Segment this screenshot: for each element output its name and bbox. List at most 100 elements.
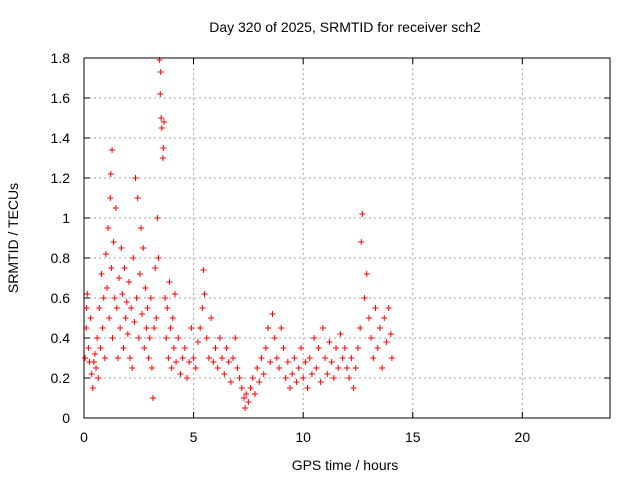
data-point-marker	[300, 375, 307, 381]
data-point-marker	[110, 239, 117, 245]
y-tick-label: 1.4	[51, 130, 71, 146]
data-point-marker	[167, 325, 174, 331]
data-point-marker	[387, 331, 394, 337]
data-point-marker	[287, 385, 294, 391]
data-point-marker	[162, 295, 169, 301]
data-point-marker	[214, 365, 221, 371]
data-point-marker	[160, 119, 167, 125]
axis-ticks	[83, 57, 610, 419]
data-point-marker	[302, 359, 309, 365]
data-point-marker	[240, 395, 247, 401]
data-point-marker	[326, 339, 333, 345]
data-point-marker	[256, 379, 263, 385]
data-point-marker	[177, 371, 184, 377]
y-tick-label: 0.2	[51, 370, 71, 386]
data-point-marker	[155, 255, 162, 261]
data-point-marker	[158, 125, 165, 131]
data-point-marker	[85, 345, 92, 351]
data-point-marker	[114, 355, 121, 361]
data-point-marker	[265, 325, 272, 331]
data-point-marker	[94, 335, 101, 341]
data-point-marker	[143, 325, 150, 331]
data-point-marker	[297, 345, 304, 351]
data-point-marker	[216, 335, 223, 341]
data-point-marker	[194, 339, 201, 345]
data-point-marker	[139, 311, 146, 317]
data-point-marker	[88, 371, 95, 377]
data-point-marker	[197, 325, 204, 331]
data-point-marker	[159, 155, 166, 161]
data-point-marker	[267, 359, 274, 365]
data-point-marker	[385, 305, 392, 311]
data-point-marker	[84, 291, 91, 297]
data-point-marker	[188, 325, 195, 331]
data-point-marker	[359, 211, 366, 217]
data-point-marker	[122, 315, 129, 321]
data-point-marker	[333, 345, 340, 351]
x-tick-labels: 0 5 10 15 20	[80, 429, 530, 445]
data-point-marker	[350, 385, 357, 391]
data-point-marker	[208, 315, 215, 321]
data-point-marker	[221, 371, 228, 377]
data-point-marker	[330, 375, 337, 381]
data-point-marker	[223, 345, 230, 351]
data-point-marker	[227, 379, 234, 385]
y-tick-label: 1.8	[51, 50, 71, 66]
data-point-marker	[262, 345, 269, 351]
data-point-marker	[170, 345, 177, 351]
data-point-marker	[154, 215, 161, 221]
data-point-marker	[125, 279, 132, 285]
x-tick-label: 15	[405, 429, 421, 445]
data-point-marker	[83, 305, 90, 311]
data-point-marker	[205, 355, 212, 361]
data-point-marker	[98, 271, 105, 277]
data-point-marker	[260, 371, 267, 377]
data-point-marker	[370, 355, 377, 361]
data-point-marker	[82, 355, 89, 361]
data-point-marker	[119, 291, 126, 297]
data-point-marker	[100, 295, 107, 301]
data-point-marker	[203, 335, 210, 341]
data-point-marker	[232, 335, 239, 341]
data-point-marker	[89, 385, 96, 391]
data-point-marker	[190, 355, 197, 361]
data-point-marker	[317, 379, 324, 385]
y-axis-label: SRMTID / TECUs	[5, 183, 21, 293]
data-point-marker	[365, 315, 372, 321]
data-point-marker	[249, 375, 256, 381]
data-point-marker	[238, 385, 245, 391]
y-tick-label: 0.4	[51, 330, 71, 346]
data-point-marker	[129, 365, 136, 371]
data-point-marker	[148, 365, 155, 371]
data-point-marker	[219, 355, 226, 361]
data-point-marker	[111, 295, 118, 301]
data-point-marker	[151, 325, 158, 331]
data-point-marker	[293, 379, 300, 385]
data-point-marker	[106, 315, 113, 321]
data-point-marker	[112, 205, 119, 211]
data-point-marker	[368, 335, 375, 341]
data-point-marker	[157, 91, 164, 97]
data-point-marker	[157, 69, 164, 75]
data-point-marker	[144, 305, 151, 311]
data-point-marker	[96, 305, 103, 311]
data-point-marker	[280, 345, 287, 351]
data-point-marker	[127, 355, 134, 361]
data-point-marker	[104, 285, 111, 291]
data-point-marker	[225, 359, 232, 365]
data-point-marker	[273, 355, 280, 361]
data-point-marker	[141, 345, 148, 351]
data-point-marker	[337, 331, 344, 337]
data-point-marker	[164, 305, 171, 311]
data-point-marker	[271, 335, 278, 341]
data-point-marker	[200, 267, 207, 273]
data-point-marker	[282, 375, 289, 381]
data-point-marker	[108, 265, 115, 271]
data-point-marker	[278, 325, 285, 331]
data-point-marker	[322, 355, 329, 361]
data-point-marker	[289, 371, 296, 377]
data-point-marker	[341, 345, 348, 351]
data-point-marker	[102, 251, 109, 257]
